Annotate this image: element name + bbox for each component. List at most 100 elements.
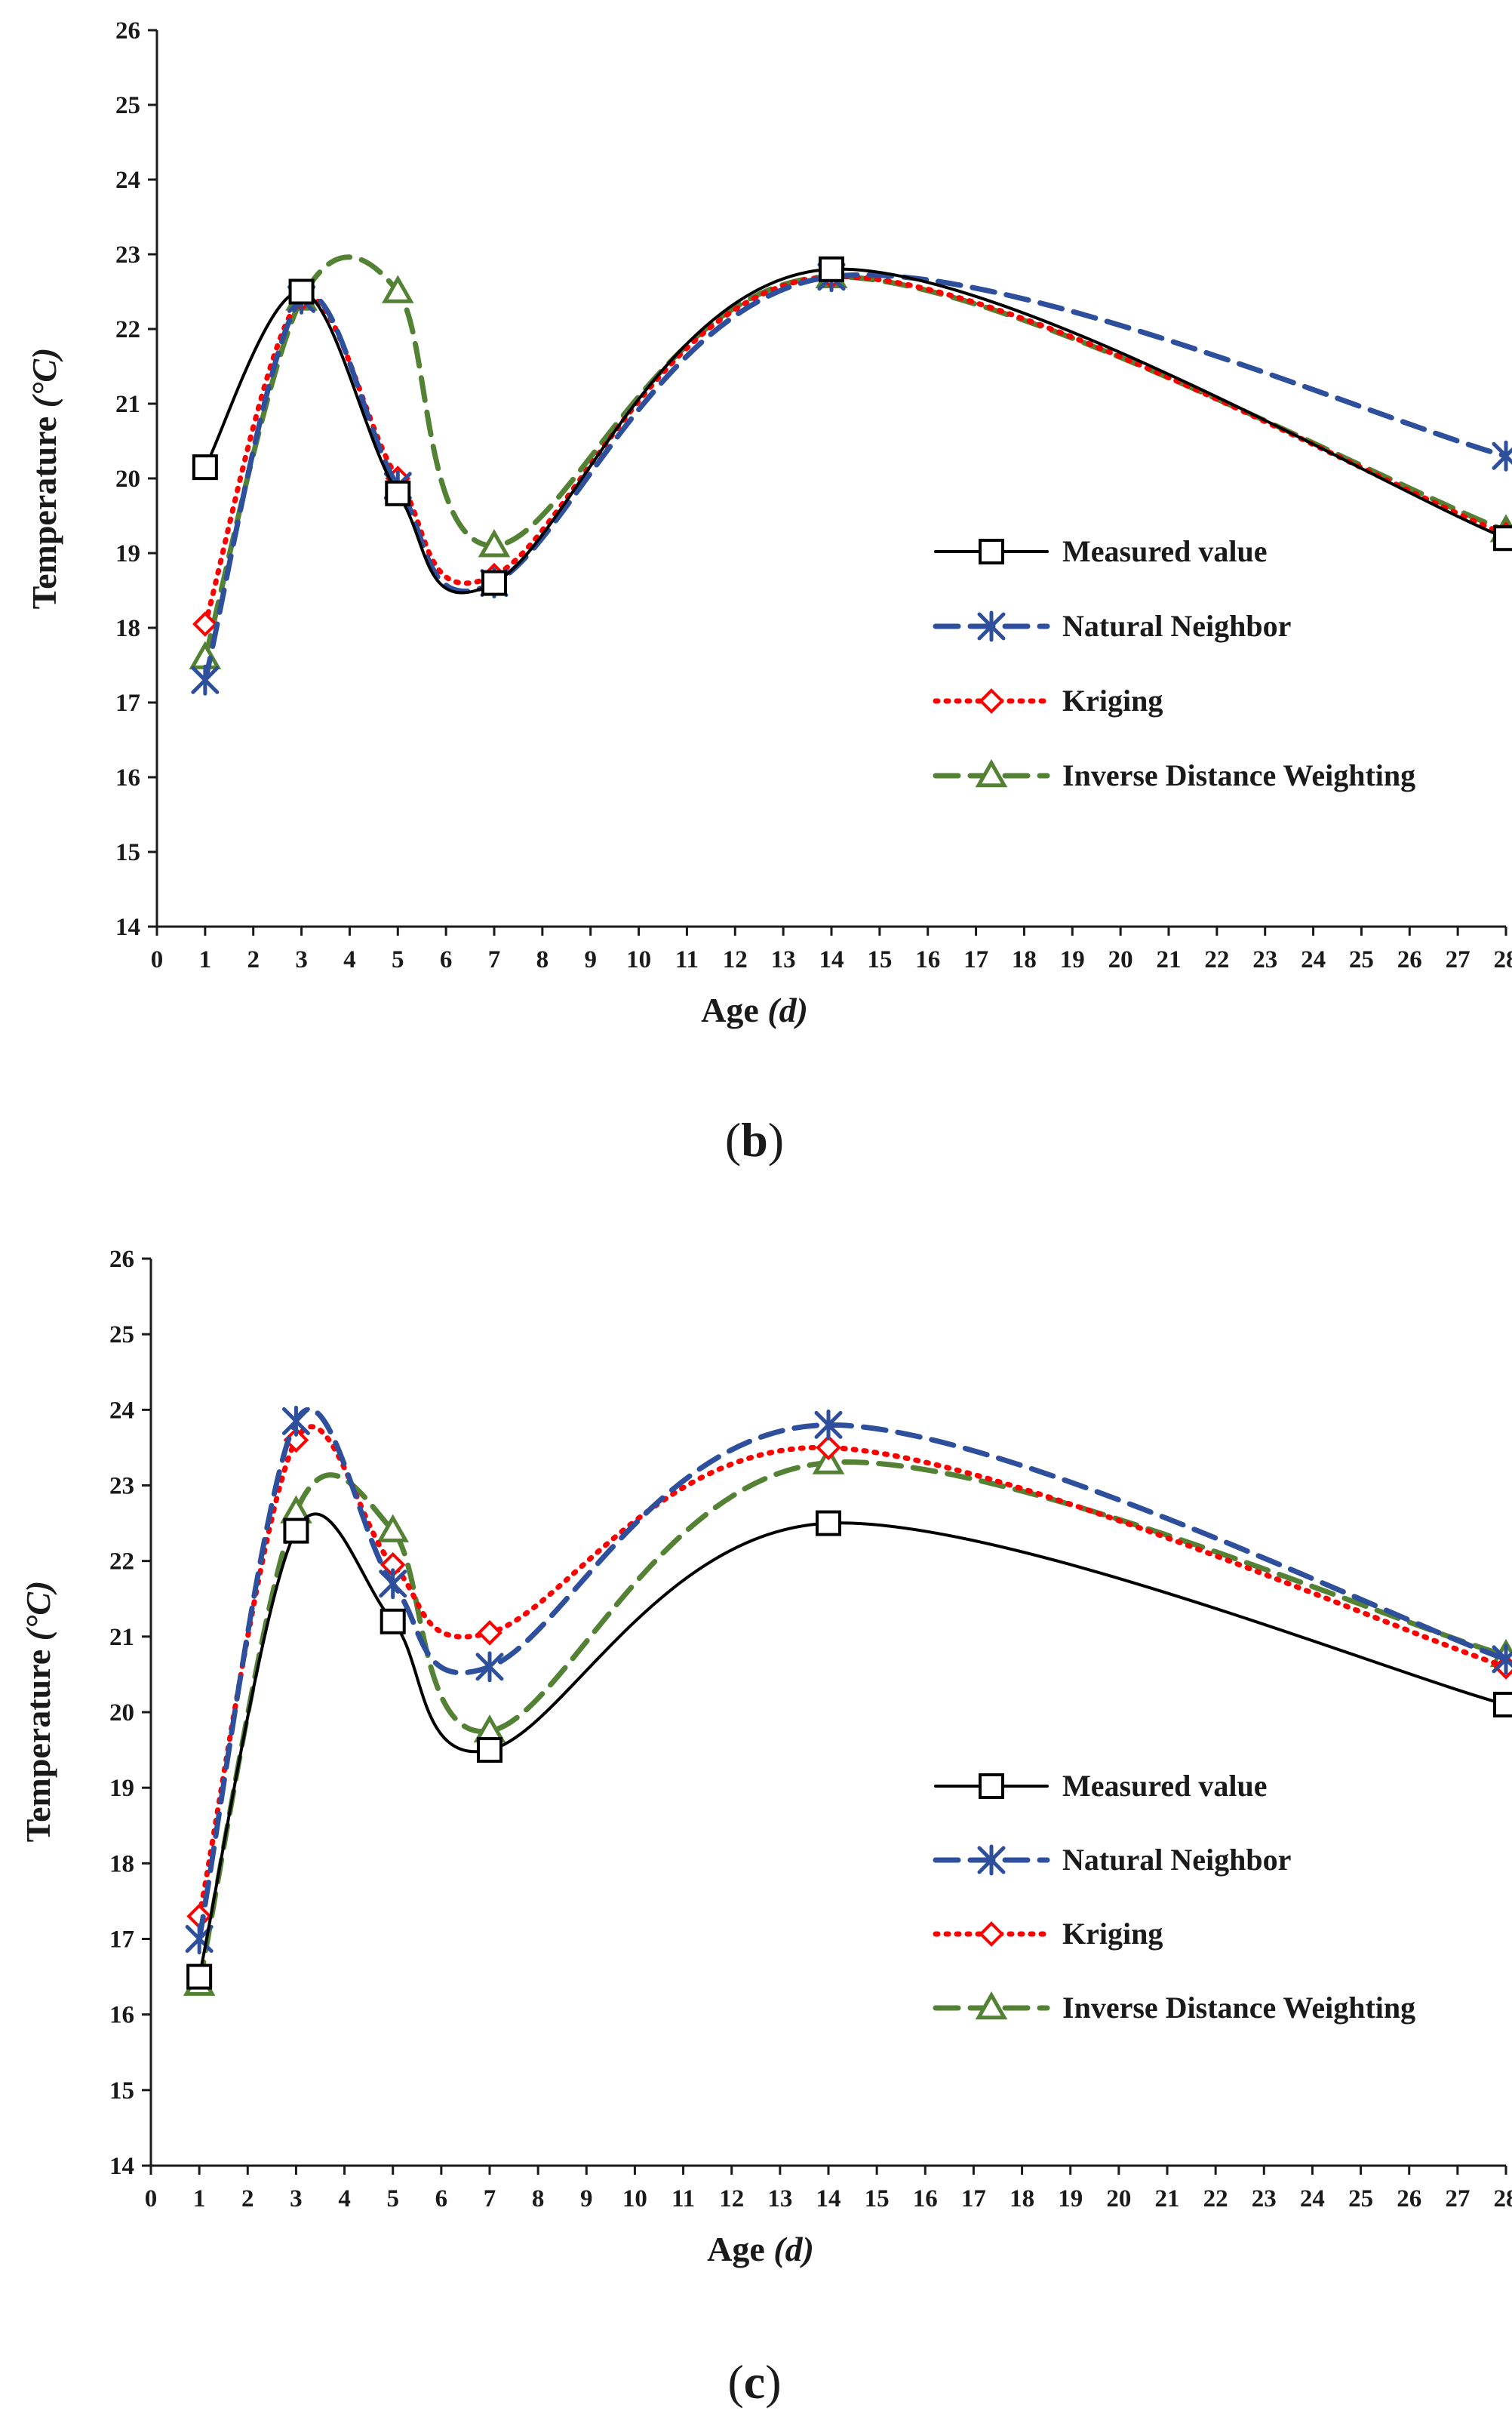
legend-label-measured-value: Measured value — [1062, 534, 1267, 568]
data-point-natural-neighbor — [191, 664, 220, 696]
x-tick-label: 24 — [1301, 946, 1326, 973]
x-tick-label: 7 — [488, 946, 501, 973]
y-tick-label: 24 — [115, 167, 140, 194]
legend-label-inverse-distance-weighting: Inverse Distance Weighting — [1062, 1991, 1415, 2025]
x-tick-label: 10 — [622, 2185, 647, 2212]
x-tick-label: 17 — [963, 946, 988, 973]
y-tick-label: 24 — [109, 1397, 134, 1424]
legend: Measured value Natural Neighbor Kriging Inv… — [933, 534, 1415, 792]
y-tick-label: 19 — [109, 1775, 134, 1802]
series-line-kriging — [202, 274, 1509, 627]
data-point-measured-value — [477, 1737, 502, 1763]
legend-marker-kriging — [979, 1921, 1004, 1947]
data-point-measured-value — [186, 1963, 213, 1990]
x-tick-label: 15 — [865, 2185, 890, 2212]
x-tick-label: 25 — [1348, 2185, 1373, 2212]
y-tick-label: 19 — [115, 540, 140, 567]
y-tick-label: 23 — [109, 1473, 134, 1500]
y-tick-label: 16 — [109, 2002, 134, 2029]
y-tick-label: 16 — [115, 764, 140, 792]
data-point-natural-neighbor — [281, 1405, 310, 1437]
series-line-measured-value — [198, 1512, 1507, 1979]
y-axis-unit: (°C) — [19, 1581, 57, 1641]
y-tick-label: 26 — [109, 1246, 134, 1273]
y-tick-label: 21 — [115, 391, 140, 418]
legend-marker-natural-neighbor — [977, 1844, 1006, 1876]
legend-label-kriging: Kriging — [1062, 684, 1163, 718]
x-axis-label: Age — [707, 2230, 773, 2268]
x-tick-label: 25 — [1349, 946, 1374, 973]
x-tick-label: 20 — [1106, 2185, 1131, 2212]
x-tick-label: 16 — [913, 2185, 938, 2212]
series-inverse-distance-weighting — [189, 254, 1512, 669]
x-tick-label: 15 — [867, 946, 892, 973]
y-tick-label: 20 — [109, 1699, 134, 1726]
x-tick-label: 4 — [343, 946, 356, 973]
panel-caption: (b) — [725, 1113, 784, 1167]
legend-label-natural-neighbor: Natural Neighbor — [1062, 609, 1291, 643]
legend-marker-measured-value — [979, 539, 1004, 564]
x-tick-label: 8 — [536, 946, 549, 973]
x-tick-label: 0 — [145, 2185, 158, 2212]
y-tick-label: 14 — [115, 914, 140, 941]
x-tick-label: 27 — [1446, 946, 1471, 973]
x-tick-label: 14 — [819, 946, 844, 973]
x-tick-label: 6 — [435, 2185, 448, 2212]
x-tick-label: 11 — [671, 2185, 695, 2212]
y-axis-unit: (°C) — [25, 348, 63, 408]
x-tick-label: 2 — [247, 946, 260, 973]
x-tick-label: 28 — [1494, 2185, 1512, 2212]
x-tick-label: 21 — [1157, 946, 1182, 973]
caption-open-paren: ( — [725, 1113, 741, 1167]
x-tick-label: 27 — [1445, 2185, 1470, 2212]
x-tick-label: 23 — [1252, 946, 1277, 973]
legend-marker-natural-neighbor — [977, 610, 1006, 642]
legend-marker-kriging — [979, 688, 1004, 714]
y-tick-label: 22 — [115, 316, 140, 343]
legend: Measured value Natural Neighbor Kriging Inv… — [933, 1769, 1415, 2025]
y-tick-label: 25 — [109, 1321, 134, 1348]
legend-marker-inverse-distance-weighting — [975, 1991, 1008, 2020]
series-measured-value — [192, 256, 1512, 596]
data-point-natural-neighbor — [475, 1651, 504, 1683]
x-tick-label: 3 — [295, 946, 308, 973]
data-point-kriging — [816, 1434, 841, 1461]
x-tick-label: 3 — [290, 2185, 303, 2212]
y-tick-label: 25 — [115, 92, 140, 119]
y-tick-label: 22 — [109, 1548, 134, 1576]
x-tick-label: 20 — [1108, 946, 1133, 973]
x-tick-label: 17 — [961, 2185, 986, 2212]
x-tick-label: 12 — [719, 2185, 744, 2212]
data-point-measured-value — [816, 1510, 841, 1536]
y-tick-label: 15 — [115, 839, 140, 866]
x-tick-label: 4 — [338, 2185, 351, 2212]
data-point-measured-value — [819, 256, 844, 282]
caption-letter: c — [744, 2355, 765, 2409]
x-tick-label: 9 — [580, 2185, 593, 2212]
x-tick-label: 5 — [392, 946, 404, 973]
series-natural-neighbor — [185, 1405, 1512, 1954]
x-axis-title: Age (d) — [707, 2230, 814, 2268]
data-point-inverse-distance-weighting — [478, 529, 511, 558]
x-tick-label: 8 — [532, 2185, 545, 2212]
x-tick-label: 22 — [1204, 946, 1229, 973]
x-tick-label: 21 — [1155, 2185, 1180, 2212]
x-tick-label: 13 — [771, 946, 796, 973]
legend-marker-measured-value — [979, 1773, 1004, 1799]
y-tick-label: 18 — [115, 615, 140, 642]
series-group — [189, 254, 1512, 696]
x-tick-label: 22 — [1203, 2185, 1228, 2212]
data-point-kriging — [192, 611, 218, 637]
data-point-natural-neighbor — [379, 1568, 407, 1600]
data-point-natural-neighbor — [1492, 440, 1512, 472]
data-point-measured-value — [288, 278, 315, 305]
legend-label-natural-neighbor: Natural Neighbor — [1062, 1843, 1291, 1877]
legend-label-kriging: Kriging — [1062, 1917, 1163, 1951]
x-tick-label: 28 — [1494, 946, 1512, 973]
x-tick-label: 11 — [675, 946, 699, 973]
x-tick-label: 26 — [1397, 2185, 1421, 2212]
legend-label-inverse-distance-weighting: Inverse Distance Weighting — [1062, 758, 1415, 792]
x-tick-label: 24 — [1300, 2185, 1325, 2212]
